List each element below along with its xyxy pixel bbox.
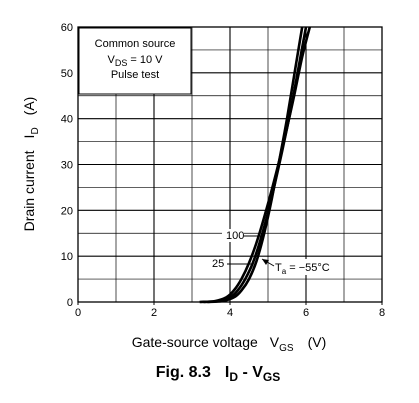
curve-label-25: 25 bbox=[212, 258, 224, 270]
y-tick-label: 10 bbox=[61, 251, 73, 263]
y-tick-label: 40 bbox=[61, 114, 73, 126]
tick-labels: 0 2 4 6 8 0 10 20 30 40 50 60 bbox=[61, 22, 385, 319]
legend-line-2: VDS = 10 V bbox=[107, 54, 163, 68]
label-100-background bbox=[222, 229, 244, 242]
label-ta-background bbox=[272, 259, 338, 275]
y-tick-label: 30 bbox=[61, 160, 73, 172]
curve-label-ta-arrowhead bbox=[262, 259, 269, 265]
legend-box-background bbox=[78, 27, 192, 95]
curves bbox=[199, 26, 312, 304]
series-25-curve bbox=[203, 26, 308, 304]
curve-annotations: 100 25 Ta = −55°C bbox=[209, 229, 338, 276]
x-tick-label: 6 bbox=[303, 307, 309, 319]
x-tick-label: 8 bbox=[379, 307, 385, 319]
x-axis-label: Gate-source voltage VGS (V) bbox=[132, 334, 327, 354]
curve-label-ta: Ta = −55°C bbox=[275, 262, 330, 276]
y-tick-label: 60 bbox=[61, 22, 73, 34]
grid bbox=[78, 27, 382, 302]
curve-label-100: 100 bbox=[226, 230, 244, 242]
y-axis-label: Drain currentID(A) bbox=[21, 97, 41, 232]
legend-line-3: Pulse test bbox=[111, 69, 159, 81]
y-tick-label: 20 bbox=[61, 205, 73, 217]
figure-caption: Fig. 8.3 ID - VGS bbox=[156, 364, 280, 384]
x-tick-label: 0 bbox=[75, 307, 81, 319]
series-minus55-curve bbox=[207, 26, 304, 304]
label-25-background bbox=[209, 257, 227, 270]
y-tick-label: 50 bbox=[61, 68, 73, 80]
x-tick-label: 2 bbox=[151, 307, 157, 319]
legend-box: Common source VDS = 10 V Pulse test bbox=[78, 27, 192, 95]
x-tick-label: 4 bbox=[227, 307, 233, 319]
legend-line-1: Common source bbox=[95, 38, 176, 50]
y-tick-label: 0 bbox=[67, 297, 73, 309]
